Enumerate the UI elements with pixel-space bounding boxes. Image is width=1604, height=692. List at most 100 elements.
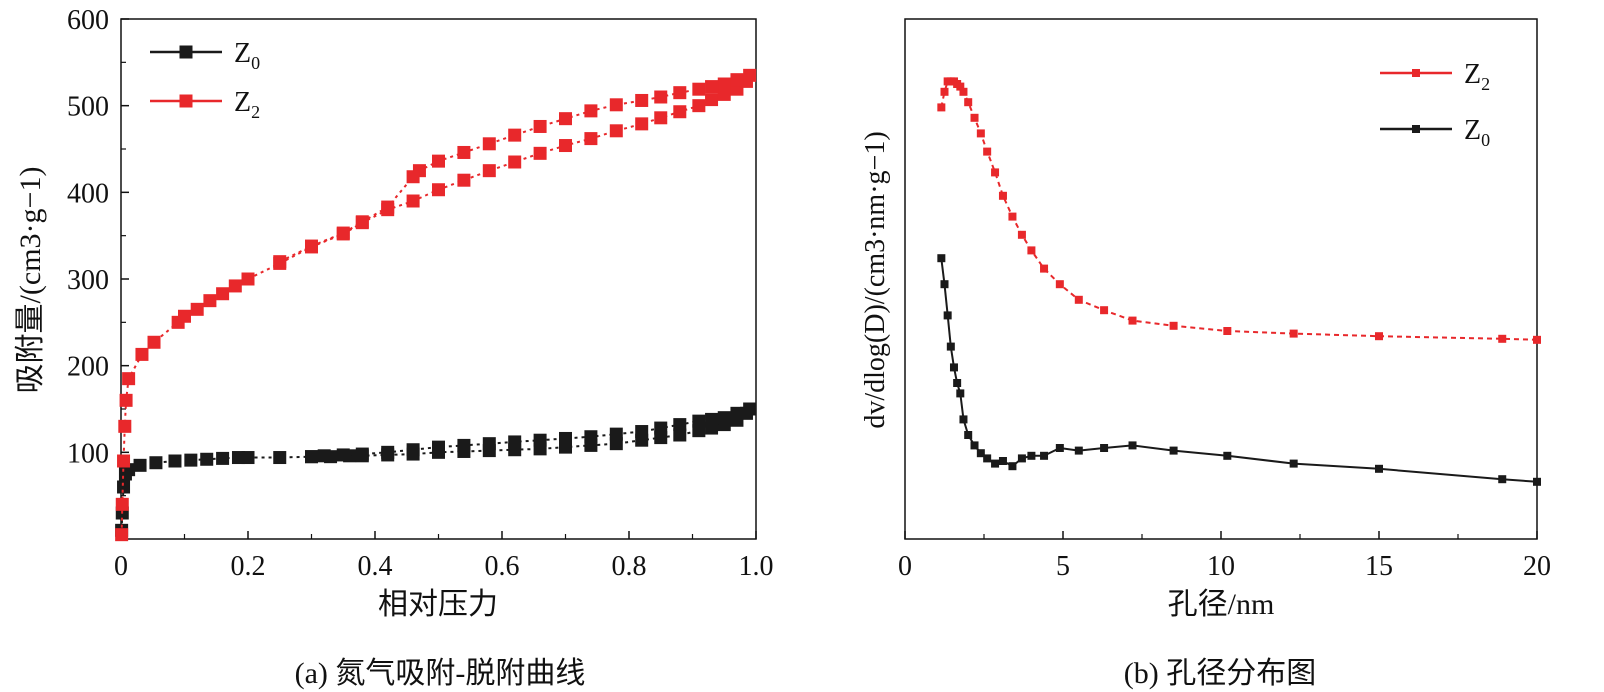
chart-a-data-point [654, 421, 668, 435]
chart-b-x-tick-label: 5 [1056, 551, 1070, 582]
chart-a-x-tick-label: 0.4 [358, 551, 393, 582]
chart-a-data-point [457, 173, 471, 187]
chart-a-data-point [336, 448, 350, 462]
chart-a-data-point [508, 155, 522, 169]
chart-a-data-point [216, 287, 230, 301]
chart-b-data-point [940, 87, 949, 96]
chart-b-data-point [959, 415, 968, 424]
chart-a-data-point [457, 145, 471, 159]
chart-a-legend-marker [179, 45, 193, 59]
chart-b-data-point [1533, 335, 1541, 344]
chart-a-data-point [432, 154, 445, 168]
chart-b-data-point [1533, 477, 1541, 486]
chart-b-legend-label: Z0 [1464, 115, 1490, 150]
chart-b-x-tick-label: 20 [1523, 551, 1551, 582]
chart-b-data-point [991, 459, 1000, 468]
chart-a-data-point [609, 124, 623, 138]
chart-b-data-point [1040, 264, 1049, 273]
chart-b-data-point [937, 254, 946, 263]
chart-b-data-point [1289, 329, 1298, 338]
chart-a-y-tick-label: 100 [67, 438, 109, 469]
chart-a-data-point [609, 98, 623, 112]
chart-b-data-point [940, 280, 949, 289]
chart-b-data-point [956, 389, 965, 398]
chart-a-data-point [584, 132, 598, 146]
chart-b-data-point [1169, 446, 1178, 455]
chart-a-data-point [635, 117, 649, 131]
chart-a-data-point [533, 433, 547, 447]
chart-b-data-point [949, 363, 958, 372]
chart-a-data-point [692, 414, 706, 428]
chart-a-data-point [406, 170, 420, 184]
chart-a-data-point [119, 393, 133, 407]
chart-a-data-point [273, 255, 287, 269]
chart-b-data-point [1040, 451, 1049, 460]
chart-a-data-point [717, 411, 731, 425]
chart-a-data-point [432, 183, 445, 197]
chart-a-x-axis-label: 相对压力 [378, 588, 498, 621]
chart-a-data-point [200, 452, 214, 466]
chart-a-y-tick-label: 400 [67, 178, 109, 209]
chart-b-data-point [998, 457, 1007, 465]
chart-a-data-point [559, 139, 572, 153]
chart-b-data-point [1100, 306, 1109, 315]
chart-b-data-point [998, 191, 1007, 200]
chart-a-data-point [135, 347, 149, 361]
chart-a-data-point [117, 480, 131, 494]
chart-a-data-point [717, 87, 731, 101]
chart-a-data-point [692, 82, 706, 96]
chart-a-x-tick-label: 0.2 [231, 551, 266, 582]
chart-a-data-point [305, 239, 318, 253]
chart-a-data-point [692, 99, 706, 113]
chart-a-data-point [673, 105, 687, 119]
chart-a-legend-marker [179, 94, 193, 108]
chart-b-data-point [1223, 327, 1232, 335]
chart-a-data-point [241, 272, 255, 286]
chart-a-data-point [743, 68, 757, 82]
chart-b-data-point [1055, 280, 1064, 289]
chart-a-data-point [147, 335, 161, 349]
chart-a-series-line [120, 412, 748, 531]
chart-a-data-point [508, 435, 522, 449]
chart-b-data-point [1223, 451, 1232, 460]
chart-a-data-point [406, 194, 420, 208]
chart-b-data-point [956, 82, 965, 91]
chart-b-data-point [1027, 451, 1036, 460]
chart-a-data-point [584, 430, 598, 444]
chart-a-data-point [482, 137, 496, 151]
chart-b-x-tick-label: 15 [1365, 551, 1393, 582]
chart-b-data-point [959, 87, 968, 96]
chart-b-data-point [983, 147, 992, 156]
chart-a-data-point [115, 497, 129, 511]
chart-a-data-point [654, 90, 668, 104]
chart-b-data-point [1100, 444, 1109, 452]
chart-a-data-point [355, 215, 369, 229]
chart-a-series-line [311, 408, 750, 458]
chart-b-data-point [1169, 321, 1178, 330]
chart-a-y-tick-label: 600 [67, 5, 109, 36]
chart-b-y-axis-label: dv/dlog(D)/(cm3·nm·g−1) [860, 131, 891, 428]
chart-b-data-point [976, 449, 985, 458]
caption-a: (a) 氮气吸附-脱附曲线 [294, 657, 586, 690]
chart-a-x-tick-label: 0 [114, 551, 128, 582]
chart-b-data-point [953, 379, 962, 387]
chart-b-data-point [1074, 295, 1083, 304]
chart-b-data-point [1027, 246, 1036, 255]
chart-a-data-point [168, 454, 182, 468]
chart-b-data-point [991, 168, 1000, 177]
chart-b-x-tick-label: 0 [898, 551, 912, 582]
chart-b-legend-marker [1412, 125, 1420, 133]
chart-a-y-tick-label: 500 [67, 92, 109, 123]
chart-b-data-point [937, 103, 946, 112]
chart-b-data-point [1017, 230, 1026, 239]
chart-a-data-point [317, 449, 331, 463]
chart-b-data-point [1074, 446, 1083, 455]
chart-a-data-point [355, 447, 369, 461]
chart-a-data-point [216, 451, 230, 465]
chart-a-data-point [203, 294, 217, 308]
chart-b-data-point [970, 441, 979, 450]
chart-a-data-point [381, 445, 395, 459]
chart-a-data-point [133, 458, 147, 472]
caption-b: (b) 孔径分布图 [1123, 657, 1317, 690]
